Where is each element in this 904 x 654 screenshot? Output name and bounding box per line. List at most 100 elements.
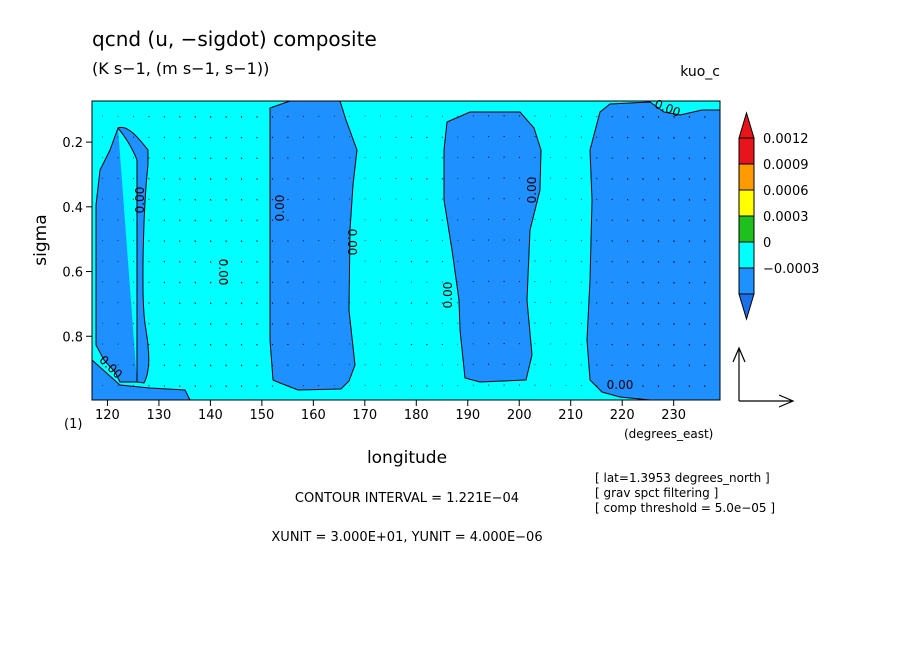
vector-arrow — [626, 115, 629, 118]
note-latitude: [ lat=1.3953 degrees_north ] — [595, 471, 770, 485]
vector-arrow — [472, 363, 474, 366]
vector-arrow — [611, 385, 613, 387]
vector-arrow — [487, 156, 490, 158]
y-axis-label: sigma — [31, 214, 51, 265]
vector-arrow — [225, 281, 227, 284]
vector-arrow — [673, 343, 675, 346]
vector-arrow — [302, 198, 305, 201]
vector-arrow — [209, 116, 212, 118]
vector-arrow — [657, 198, 660, 201]
vector-arrow — [688, 136, 691, 139]
vector-arrow — [642, 240, 644, 243]
vector-arrow — [642, 343, 644, 346]
vector-arrow — [225, 198, 227, 201]
vector-arrow — [240, 136, 243, 139]
vector-arrow — [148, 178, 150, 180]
colorbar-segment — [738, 215, 755, 243]
vector-arrow — [518, 260, 521, 262]
vector-arrow — [642, 323, 644, 325]
vector-arrow — [596, 302, 598, 304]
vector-arrow — [240, 240, 243, 243]
vector-arrow — [271, 260, 274, 263]
vector-arrow — [179, 343, 181, 346]
vector-arrow — [657, 219, 660, 222]
vector-arrow — [194, 385, 197, 388]
unit-scale-text: XUNIT = 3.000E+01, YUNIT = 4.000E−06 — [271, 530, 542, 545]
colorbar-label: 0.0003 — [763, 210, 809, 225]
vector-arrow — [271, 302, 274, 304]
vector-arrow — [410, 343, 413, 346]
vector-arrow — [503, 239, 505, 241]
vector-arrow — [673, 240, 675, 243]
vector-arrow — [287, 219, 289, 221]
note-filtering: [ grav spct filtering ] — [595, 486, 718, 500]
contour-label: 0.00 — [607, 378, 634, 392]
vector-arrow — [209, 157, 212, 160]
vector-arrow — [487, 197, 490, 200]
vector-arrow — [194, 157, 197, 160]
vector-arrow — [194, 260, 197, 263]
vector-arrow — [209, 240, 212, 243]
vector-arrow — [132, 260, 135, 263]
vector-arrow — [194, 136, 197, 139]
colorbar-label: 0.0006 — [763, 184, 809, 199]
vector-arrow — [673, 260, 675, 263]
vector-arrow — [611, 136, 613, 139]
vector-arrow — [611, 178, 613, 180]
vector-arrow — [626, 219, 629, 222]
vector-arrow — [163, 281, 166, 284]
vector-arrow — [518, 135, 521, 138]
vector-arrow — [287, 260, 289, 263]
vector-arrow — [642, 260, 644, 263]
vector-arrow — [596, 178, 598, 180]
vector-arrow — [302, 157, 305, 159]
vector-arrow — [225, 157, 227, 160]
vector-arrow — [163, 364, 166, 367]
chart-title: qcnd (u, −sigdot) composite — [92, 27, 377, 51]
vector-arrow — [302, 385, 305, 387]
vector-arrow — [163, 115, 166, 118]
vector-arrow — [209, 178, 212, 181]
vector-arrow — [271, 364, 274, 367]
vector-arrow — [287, 364, 289, 366]
vector-arrow — [256, 343, 258, 346]
vector-arrow — [240, 219, 243, 222]
vector-arrow — [611, 240, 613, 242]
vector-arrow — [271, 240, 274, 242]
negative-region-2 — [269, 100, 358, 391]
vector-arrow — [596, 240, 598, 242]
vector-arrow — [148, 364, 150, 366]
x-tick-label: 190 — [455, 408, 480, 423]
vector-arrow — [611, 219, 613, 222]
vector-arrow — [179, 240, 181, 242]
vector-arrow — [163, 260, 166, 263]
vector-arrow — [132, 385, 135, 387]
vector-arrow — [626, 302, 629, 305]
vector-arrow — [395, 343, 397, 345]
vector-arrow — [657, 281, 660, 284]
vector-arrow — [194, 178, 197, 180]
vector-arrow — [657, 240, 660, 243]
vector-arrow — [302, 177, 305, 180]
note-threshold: [ comp threshold = 5.0e−05 ] — [595, 501, 775, 515]
vector-arrow — [487, 322, 490, 324]
vector-arrow — [256, 219, 258, 222]
vector-arrow — [487, 280, 490, 283]
vector-arrow — [194, 281, 197, 284]
vector-arrow — [518, 363, 521, 366]
vector-arrow — [487, 177, 490, 179]
vector-arrow — [302, 260, 305, 263]
vector-arrow — [611, 302, 613, 304]
vector-arrow — [673, 302, 675, 305]
vector-arrow — [209, 198, 212, 201]
vector-arrow — [132, 281, 135, 283]
vector-arrow — [688, 281, 691, 284]
vector-arrow — [503, 218, 505, 221]
vector-arrow — [148, 260, 150, 263]
vector-arrow — [410, 136, 413, 139]
vector-arrow — [148, 385, 150, 387]
vector-arrow — [704, 260, 706, 263]
vector-arrow — [225, 240, 227, 243]
vector-arrow — [163, 385, 166, 387]
